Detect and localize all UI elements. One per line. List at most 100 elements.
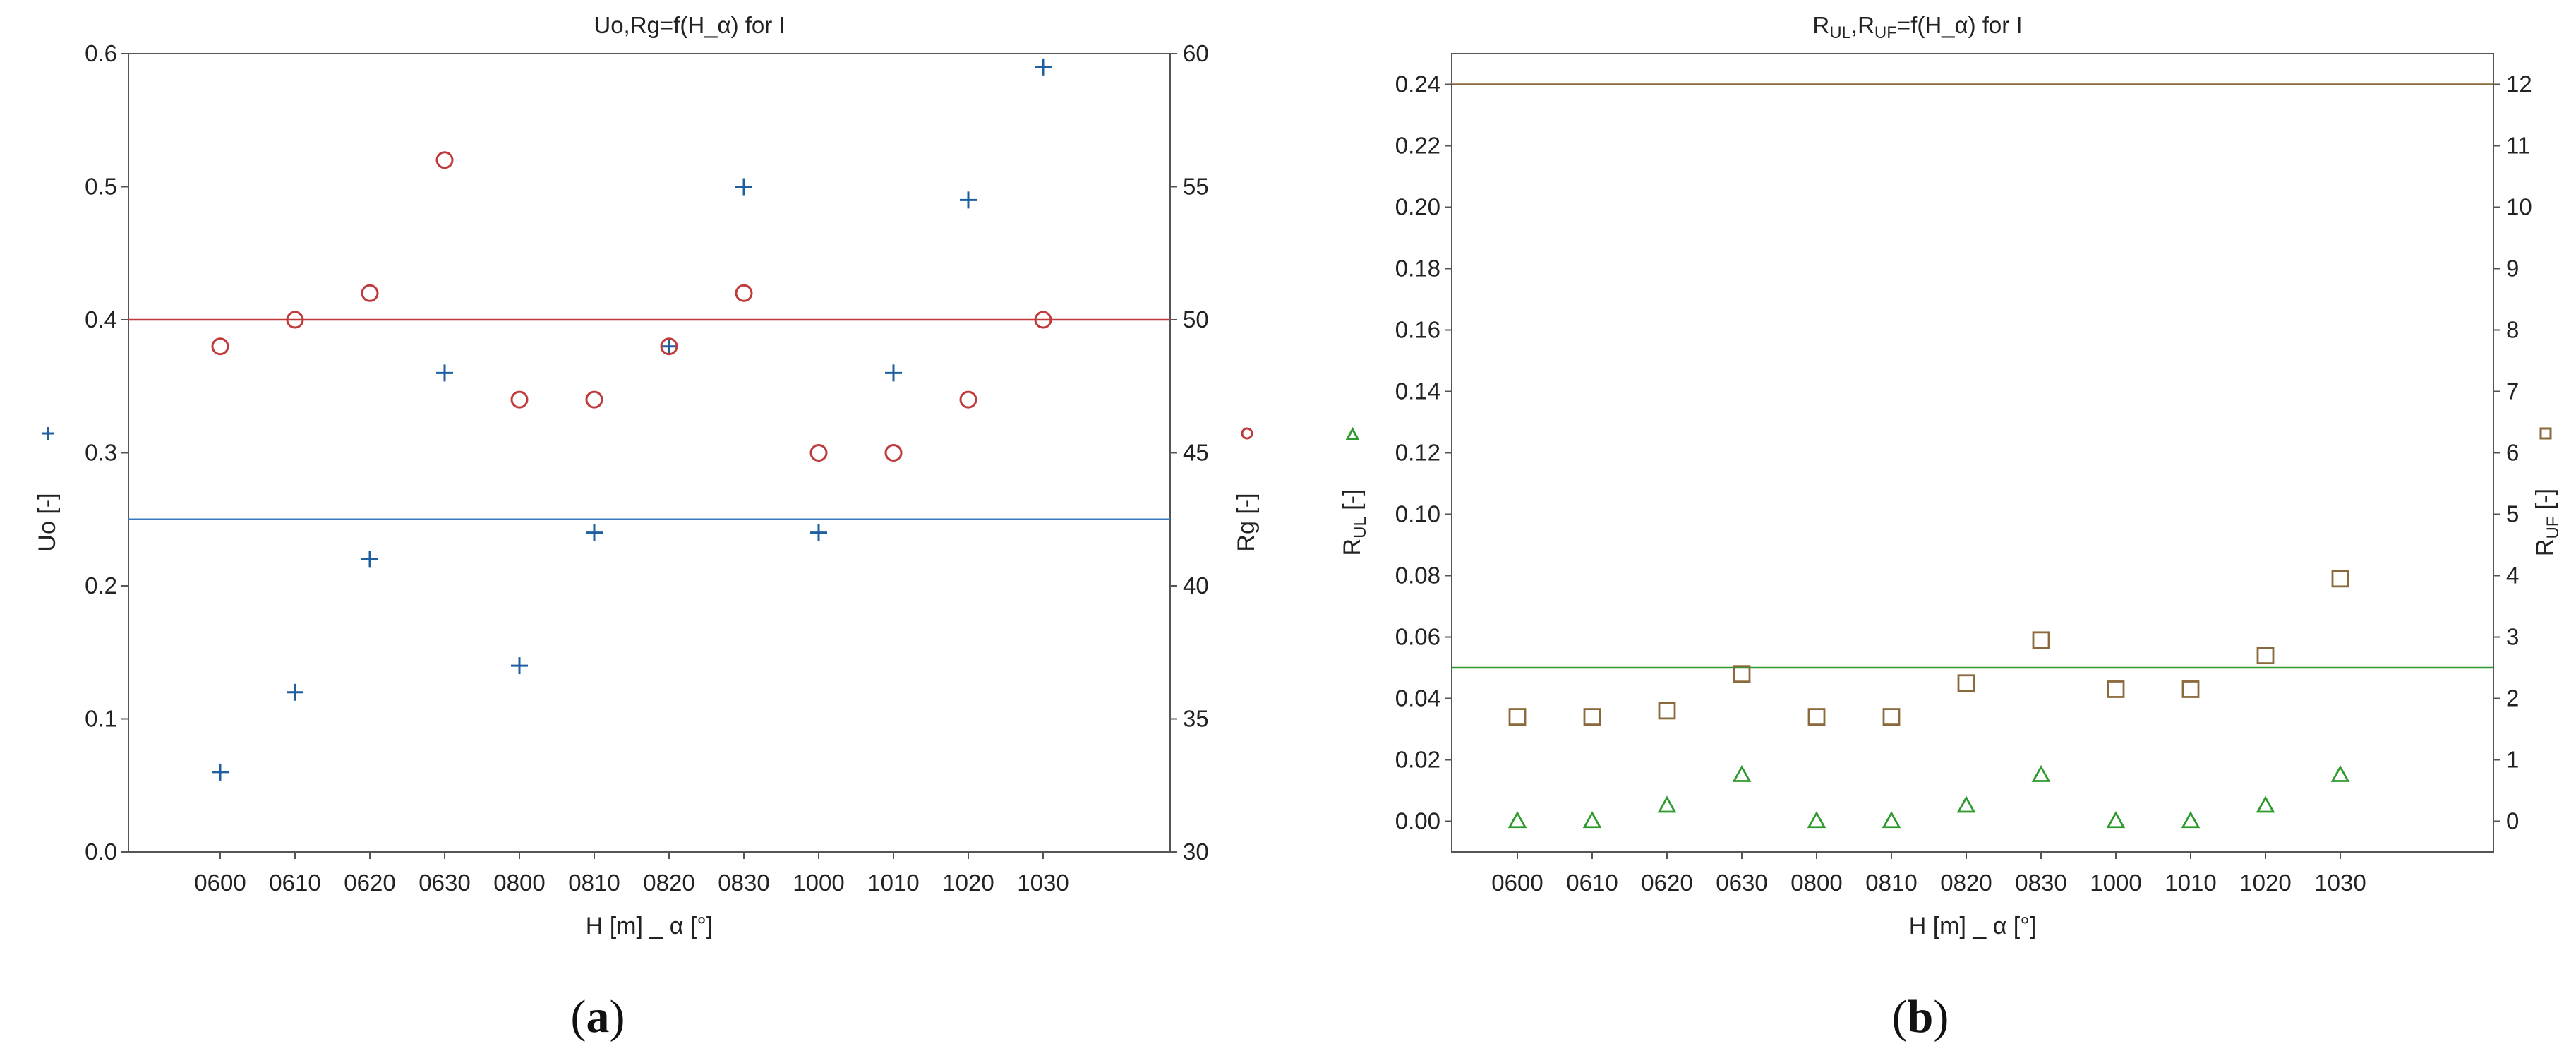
chart-a-ylabel-right: Rg [-] — [1233, 493, 1260, 551]
plus-point — [1035, 58, 1052, 76]
right-tick-label: 9 — [2506, 256, 2519, 282]
x-tick-label: 0620 — [344, 870, 395, 896]
triangle-point — [1582, 811, 1602, 829]
chart-b-title: RUL,RUF=f(H_α) for I — [1812, 12, 2022, 42]
right-tick-label: 10 — [2506, 194, 2532, 220]
x-tick-label: 1010 — [867, 870, 919, 896]
chart-b-panel-label: (b) — [1892, 991, 1949, 1043]
right-tick-label: 2 — [2506, 685, 2519, 711]
triangle-point — [2106, 811, 2126, 829]
right-tick-label: 4 — [2506, 563, 2519, 589]
x-tick-label: 1000 — [793, 870, 844, 896]
chart-a-plot-frame — [128, 53, 1171, 853]
plus-point — [735, 178, 752, 196]
chart-b-marks — [1507, 570, 2350, 829]
x-tick-label: 1030 — [2314, 870, 2366, 896]
square-point — [1733, 665, 1751, 683]
x-tick-label: 0620 — [1641, 870, 1692, 896]
left-tick-label: 0.12 — [1395, 440, 1440, 466]
left-tick-label: 0.08 — [1395, 563, 1440, 589]
right-tick-label: 60 — [1183, 40, 1209, 66]
x-tick-label: 0610 — [269, 870, 320, 896]
circle-point — [286, 311, 304, 329]
chart-b: RUL,RUF=f(H_α) for I 0.000.020.040.060.0… — [1339, 12, 2563, 1043]
plus-point — [586, 524, 603, 541]
chart-b-reference-lines — [1452, 83, 2493, 669]
circle-point — [435, 151, 454, 169]
left-tick-label: 0.00 — [1395, 808, 1440, 834]
circle-point — [585, 390, 603, 409]
chart-a-ylabel-left: Uo [-] — [34, 493, 61, 551]
chart-a-right-axis: 30 35 40 45 50 55 60 — [1170, 40, 1209, 865]
left-tick-label: 0.0 — [85, 839, 117, 865]
left-tick-label: 0.5 — [85, 174, 117, 200]
x-tick-label: 0830 — [2015, 870, 2066, 896]
plus-point — [511, 657, 528, 675]
circle-point — [361, 284, 379, 302]
plus-point — [960, 191, 977, 209]
chart-b-ylabel-right: RUF [-] — [2532, 488, 2563, 556]
right-tick-label: 12 — [2506, 71, 2532, 97]
plus-point — [885, 364, 902, 382]
left-tick-label: 0.10 — [1395, 501, 1440, 527]
x-tick-label: 0830 — [718, 870, 769, 896]
left-tick-label: 0.16 — [1395, 317, 1440, 343]
square-point — [1807, 708, 1826, 726]
right-tick-label: 0 — [2506, 808, 2519, 834]
x-tick-label: 0610 — [1566, 870, 1618, 896]
chart-a-ylabel-left-marker — [42, 427, 54, 440]
square-point — [2032, 631, 2050, 649]
triangle-point — [1657, 795, 1677, 813]
left-tick-label: 0.2 — [85, 572, 117, 599]
left-tick-label: 0.22 — [1395, 133, 1440, 159]
x-tick-label: 1010 — [2165, 870, 2216, 896]
square-point — [1957, 674, 1975, 692]
triangle-point — [1807, 811, 1826, 829]
chart-a-ylabel-right-marker — [1241, 427, 1253, 440]
right-tick-label: 5 — [2506, 501, 2519, 527]
left-tick-label: 0.20 — [1395, 194, 1440, 220]
right-tick-label: 40 — [1183, 572, 1209, 599]
square-point — [1882, 708, 1901, 726]
square-point — [2107, 680, 2125, 698]
plus-point — [287, 683, 303, 701]
x-tick-label: 0600 — [1491, 870, 1543, 896]
x-tick-label: 1030 — [1017, 870, 1069, 896]
circle-point — [510, 390, 529, 409]
left-tick-label: 0.06 — [1395, 624, 1440, 650]
plus-point — [212, 763, 229, 781]
right-tick-label: 45 — [1183, 440, 1209, 466]
triangle-point — [2330, 764, 2350, 782]
x-tick-label: 0800 — [1790, 870, 1842, 896]
triangle-point — [1956, 795, 1976, 813]
square-point — [1508, 708, 1527, 726]
chart-a-marks — [211, 58, 1052, 781]
chart-b-left-axis: 0.00 0.02 0.04 0.06 0.08 0.10 0.12 0.14 0.16 0.18… — [1395, 71, 1452, 834]
plus-point — [661, 337, 678, 355]
triangle-point — [1882, 811, 1901, 829]
left-tick-label: 0.04 — [1395, 685, 1440, 711]
chart-b-ylabel-left: RUL [-] — [1339, 489, 1370, 556]
x-tick-label: 0820 — [1940, 870, 1992, 896]
left-tick-label: 0.1 — [85, 706, 117, 732]
triangle-point — [2031, 764, 2051, 782]
right-tick-label: 55 — [1183, 174, 1209, 200]
x-tick-label: 0820 — [643, 870, 694, 896]
plus-point — [810, 524, 827, 541]
circle-point — [959, 390, 977, 409]
circle-point — [809, 444, 828, 462]
x-tick-label: 0810 — [568, 870, 620, 896]
x-tick-label: 0810 — [1865, 870, 1917, 896]
chart-a-title: Uo,Rg=f(H_α) for I — [594, 12, 785, 38]
circle-point — [735, 284, 753, 302]
triangle-point — [2181, 811, 2201, 829]
square-point — [2256, 647, 2275, 664]
square-point — [2331, 570, 2349, 588]
right-tick-label: 6 — [2506, 440, 2519, 466]
right-tick-label: 8 — [2506, 317, 2519, 343]
chart-b-ylabel-left-marker — [1345, 426, 1360, 440]
right-tick-label: 35 — [1183, 706, 1209, 732]
triangle-point — [1732, 764, 1752, 782]
left-tick-label: 0.3 — [85, 440, 117, 466]
